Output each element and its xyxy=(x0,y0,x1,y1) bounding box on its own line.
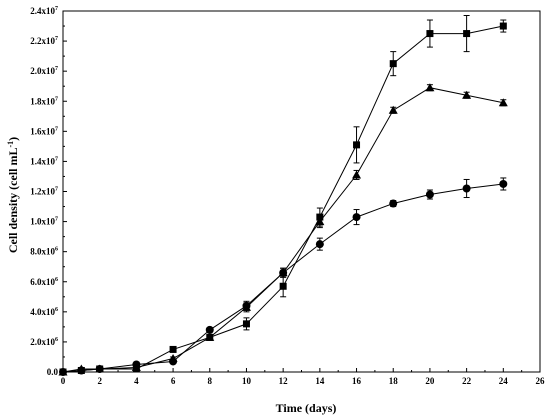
x-tick-label: 22 xyxy=(462,376,472,386)
x-tick-label: 24 xyxy=(499,376,509,386)
series-line xyxy=(62,87,504,373)
y-tick-label: 8.0x106 xyxy=(30,247,58,257)
data-point-square xyxy=(463,30,471,38)
data-point-circle xyxy=(352,213,361,222)
y-tick-exponent: 7 xyxy=(55,36,58,42)
data-point-circle xyxy=(389,199,398,208)
y-tick-exponent: 6 xyxy=(55,247,58,253)
y-tick-label: 1.6x107 xyxy=(30,126,58,136)
y-tick-mantissa: 1.0x10 xyxy=(30,217,55,227)
x-tick-label: 2 xyxy=(97,376,102,386)
y-tick-mantissa: 0.0 xyxy=(47,367,59,377)
y-tick-mantissa: 1.8x10 xyxy=(30,96,55,106)
data-point-triangle xyxy=(498,98,508,107)
data-point-triangle xyxy=(388,105,398,114)
y-tick-exponent: 6 xyxy=(55,307,58,313)
y-axis-title-unit-exponent: -1 xyxy=(6,141,15,148)
y-tick-mantissa: 1.6x10 xyxy=(30,126,55,136)
data-point-circle xyxy=(77,366,86,375)
series-line xyxy=(62,25,504,373)
data-point-triangle xyxy=(205,332,215,341)
y-tick-label: 4.0x106 xyxy=(30,307,58,317)
x-tick-label: 0 xyxy=(61,376,66,386)
data-point-triangle xyxy=(352,170,362,179)
x-tick-label: 4 xyxy=(134,376,139,386)
y-tick-label: 1.4x107 xyxy=(30,156,58,166)
data-point-circle xyxy=(279,268,288,277)
y-tick-exponent: 7 xyxy=(55,126,58,132)
y-tick-label: 2.4x107 xyxy=(30,6,58,16)
y-tick-label: 1.8x107 xyxy=(30,96,58,106)
y-tick-mantissa: 1.2x10 xyxy=(30,187,55,197)
y-tick-label: 1.2x107 xyxy=(30,187,58,197)
data-point-triangle xyxy=(315,217,325,226)
y-tick-label: 2.0x106 xyxy=(30,337,58,347)
data-point-square xyxy=(169,345,177,353)
y-axis-title-close: ) xyxy=(6,137,20,141)
y-axis-title: Cell density (cell mL-1) xyxy=(6,137,20,253)
data-point-circle xyxy=(95,364,104,373)
y-axis-title-main: Cell density (cell mL xyxy=(6,148,20,254)
data-point-square xyxy=(426,30,434,38)
y-tick-mantissa: 8.0x10 xyxy=(30,247,55,257)
y-tick-mantissa: 2.0x10 xyxy=(30,337,55,347)
x-tick-label: 6 xyxy=(171,376,176,386)
x-tick-label: 8 xyxy=(208,376,213,386)
x-tick-label: 12 xyxy=(279,376,289,386)
data-point-square xyxy=(499,22,507,30)
axes-layer xyxy=(62,10,541,373)
y-tick-label: 1.0x107 xyxy=(30,217,58,227)
data-point-circle xyxy=(59,368,67,376)
data-point-circle xyxy=(132,360,141,369)
y-tick-label: 6.0x106 xyxy=(30,277,58,287)
y-tick-label: 2.2x107 xyxy=(30,36,58,46)
series-square xyxy=(59,15,507,376)
y-tick-exponent: 7 xyxy=(55,6,58,12)
tick-labels-layer: 0 2 4 6 8 10 12 14 16 18 20 22 24 260.02.0x1064.0x106… xyxy=(30,6,545,386)
series-line xyxy=(62,183,504,373)
y-tick-exponent: 7 xyxy=(55,187,58,193)
data-point-circle xyxy=(499,179,508,188)
data-point-circle xyxy=(169,357,178,366)
data-point-circle xyxy=(462,184,471,193)
data-point-square xyxy=(279,282,287,290)
y-tick-exponent: 7 xyxy=(55,96,58,102)
x-tick-label: 18 xyxy=(389,376,399,386)
y-tick-exponent: 7 xyxy=(55,217,58,223)
data-point-triangle xyxy=(425,83,435,92)
x-tick-label: 14 xyxy=(315,376,325,386)
y-tick-mantissa: 1.4x10 xyxy=(30,156,55,166)
series-layer xyxy=(58,15,508,376)
y-tick-mantissa: 2.2x10 xyxy=(30,36,55,46)
series-triangle xyxy=(58,83,508,376)
data-point-triangle xyxy=(462,90,472,99)
y-tick-mantissa: 2.4x10 xyxy=(30,6,55,16)
x-tick-label: 26 xyxy=(536,376,546,386)
data-point-square xyxy=(242,320,250,328)
x-tick-label: 16 xyxy=(352,376,362,386)
y-tick-exponent: 7 xyxy=(55,156,58,162)
y-tick-exponent: 7 xyxy=(55,66,58,72)
y-tick-label: 0.0 xyxy=(47,367,59,377)
x-axis-title: Time (days) xyxy=(276,401,337,415)
y-tick-mantissa: 2.0x10 xyxy=(30,66,55,76)
series-circle xyxy=(59,177,508,376)
y-tick-mantissa: 4.0x10 xyxy=(30,307,55,317)
data-point-circle xyxy=(242,301,251,310)
data-point-circle xyxy=(315,240,324,249)
x-tick-label: 10 xyxy=(242,376,252,386)
data-point-circle xyxy=(425,190,434,199)
y-tick-label: 2.0x107 xyxy=(30,66,58,76)
y-tick-exponent: 6 xyxy=(55,337,58,343)
data-point-square xyxy=(353,141,361,149)
x-tick-label: 20 xyxy=(425,376,435,386)
y-tick-mantissa: 6.0x10 xyxy=(30,277,55,287)
y-tick-exponent: 6 xyxy=(55,277,58,283)
data-point-circle xyxy=(205,325,214,334)
data-point-square xyxy=(389,60,397,68)
